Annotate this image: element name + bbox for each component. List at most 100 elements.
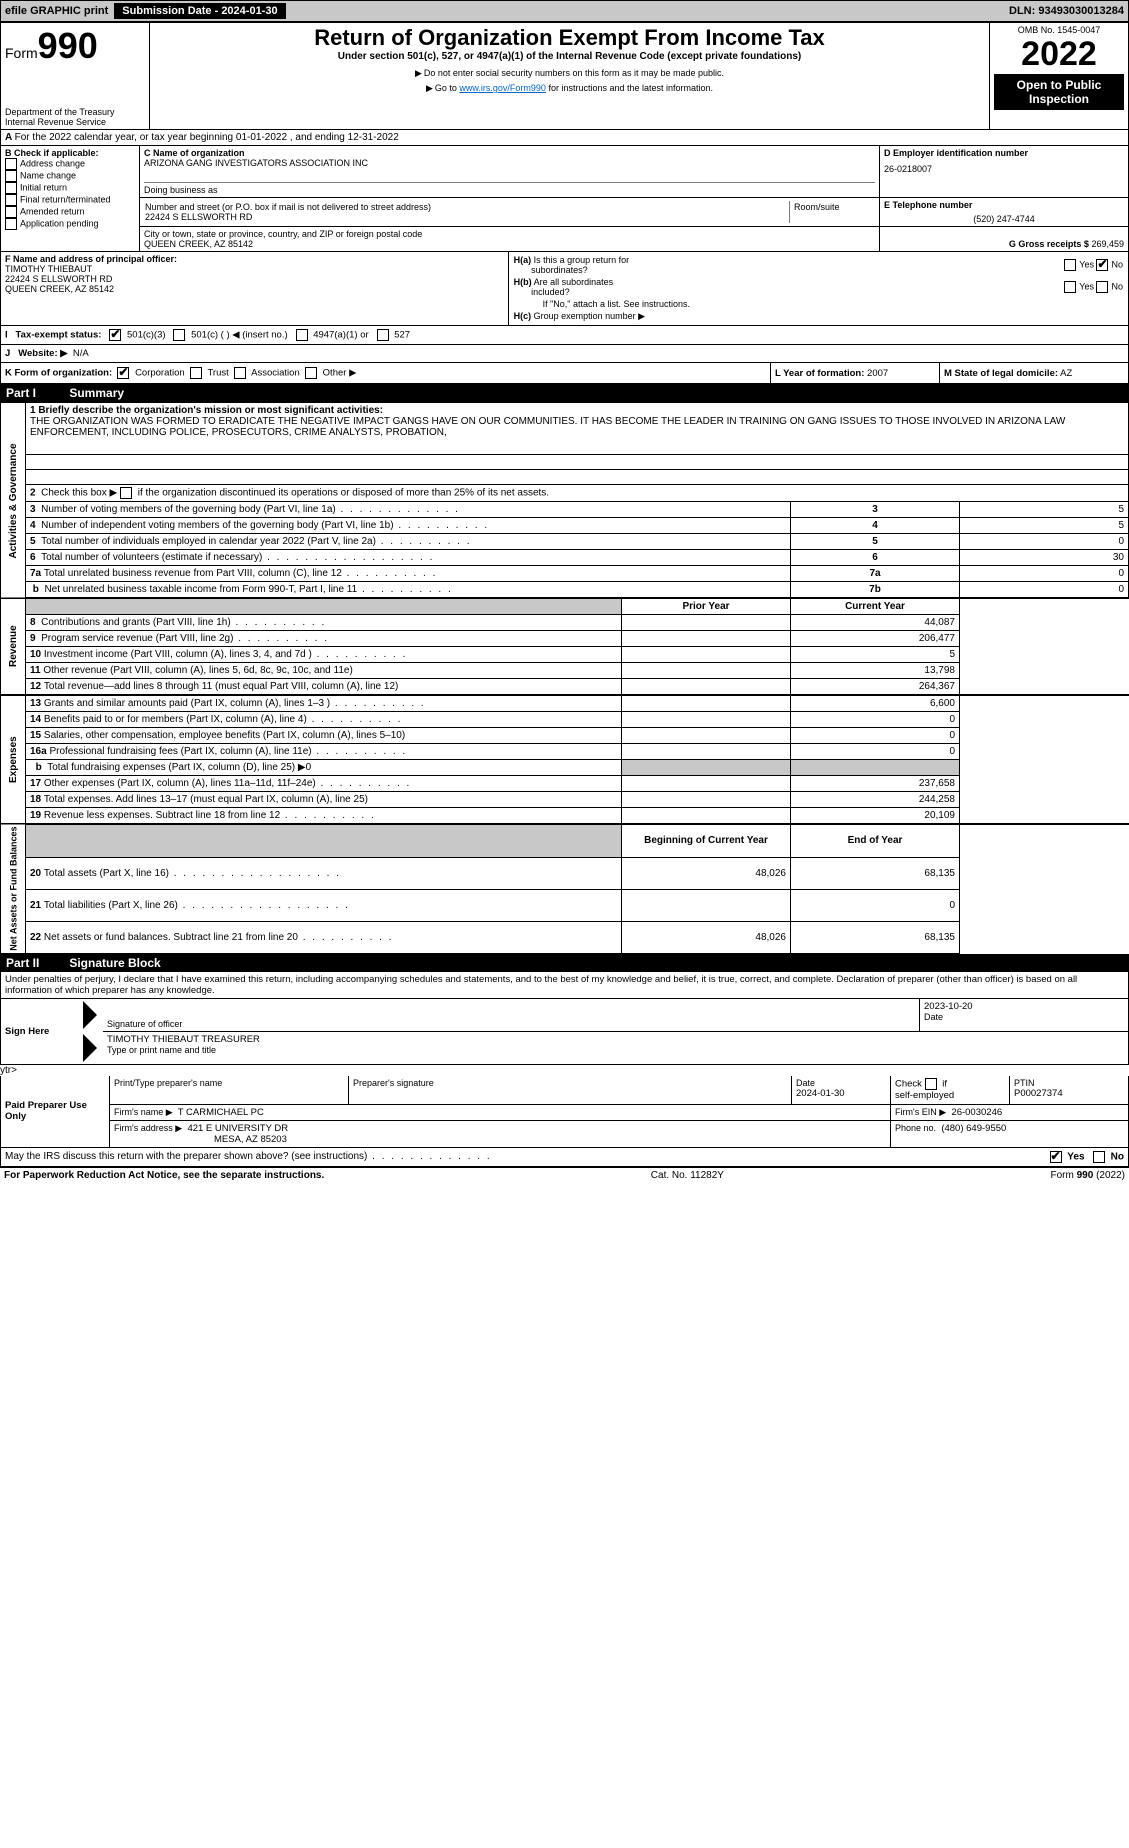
irs-link[interactable]: www.irs.gov/Form990 — [459, 83, 546, 93]
firm-addr1: 421 E UNIVERSITY DR — [187, 1123, 288, 1134]
hb-label: H(b) Are all subordinates included? — [513, 276, 916, 298]
sign-arrow-icon-2 — [83, 1034, 97, 1062]
part1-label: Part I — [6, 386, 66, 400]
sig-date-label: Date — [924, 1012, 1124, 1022]
col-end-year: End of Year — [791, 824, 960, 857]
status-website-block: I Tax-exempt status: 501(c)(3) 501(c) ( … — [0, 326, 1129, 363]
box-d-title: D Employer identification number — [884, 148, 1124, 158]
identification-block: B Check if applicable: Address change Na… — [0, 146, 1129, 252]
officer-addr1: 22424 S ELLSWORTH RD — [5, 274, 504, 284]
form-header-table: Form990 Department of the Treasury Inter… — [0, 22, 1129, 130]
penalty-text: Under penalties of perjury, I declare th… — [0, 972, 1129, 999]
discuss-row: May the IRS discuss this return with the… — [0, 1148, 1129, 1167]
hb-note: If "No," attach a list. See instructions… — [513, 298, 1124, 310]
chk-trust[interactable] — [190, 367, 202, 379]
chk-4947[interactable] — [296, 329, 308, 341]
box-k-title: K Form of organization: — [5, 368, 112, 379]
type-name-label: Type or print name and title — [107, 1045, 1124, 1055]
row-7b: b Net unrelated business taxable income … — [1, 582, 1129, 599]
chk-initial-return[interactable]: Initial return — [5, 182, 135, 194]
dept-treasury: Department of the Treasury — [5, 107, 145, 117]
sign-here-label: Sign Here — [1, 999, 80, 1064]
row-21: 21 Total liabilities (Part X, line 26)0 — [1, 889, 1129, 921]
submission-date-button[interactable]: Submission Date - 2024-01-30 — [114, 3, 285, 19]
row-12: 12 Total revenue—add lines 8 through 11 … — [1, 679, 1129, 696]
chk-amended-return[interactable]: Amended return — [5, 206, 135, 218]
chk-discontinued[interactable] — [120, 487, 132, 499]
firm-addr-label: Firm's address ▶ — [114, 1123, 182, 1133]
ha-yes-checkbox[interactable] — [1064, 259, 1076, 271]
org-name: ARIZONA GANG INVESTIGATORS ASSOCIATION I… — [144, 158, 875, 168]
discuss-no-checkbox[interactable] — [1093, 1151, 1105, 1163]
chk-name-change[interactable]: Name change — [5, 170, 135, 182]
firm-name-value: T CARMICHAEL PC — [178, 1107, 264, 1118]
tax-year: 2022 — [994, 35, 1124, 74]
state-domicile: AZ — [1060, 368, 1072, 379]
city-label: City or town, state or province, country… — [144, 229, 875, 239]
col-prior-year: Prior Year — [622, 598, 791, 615]
sign-arrow-icon — [83, 1001, 97, 1029]
officer-group-block: F Name and address of principal officer:… — [0, 252, 1129, 326]
chk-527[interactable] — [377, 329, 389, 341]
chk-501c3[interactable] — [109, 329, 121, 341]
col-current-year: Current Year — [791, 598, 960, 615]
box-g-title: G Gross receipts $ — [1009, 239, 1089, 249]
box-f-title: F Name and address of principal officer: — [5, 254, 504, 264]
row-5: 5 Total number of individuals employed i… — [1, 534, 1129, 550]
sig-officer-label: Signature of officer — [107, 1019, 915, 1029]
chk-self-employed[interactable] — [925, 1078, 937, 1090]
hb-yes-checkbox[interactable] — [1064, 281, 1076, 293]
row-7a: 7a Total unrelated business revenue from… — [1, 566, 1129, 582]
firm-ein-value: 26-0030246 — [951, 1107, 1002, 1118]
footer-mid: Cat. No. 11282Y — [651, 1170, 724, 1181]
row-3: 3 Number of voting members of the govern… — [1, 502, 1129, 518]
officer-name: TIMOTHY THIEBAUT — [5, 264, 504, 274]
website-note: Go to www.irs.gov/Form990 for instructio… — [154, 83, 985, 94]
open-public-badge: Open to Public Inspection — [994, 74, 1124, 110]
dept-irs: Internal Revenue Service — [5, 117, 145, 127]
firm-name-label: Firm's name ▶ — [114, 1107, 173, 1117]
row-11: 11 Other revenue (Part VIII, column (A),… — [1, 663, 1129, 679]
tax-period-line: A For the 2022 calendar year, or tax yea… — [0, 130, 1129, 146]
ptin-label: PTIN — [1014, 1078, 1124, 1088]
officer-addr2: QUEEN CREEK, AZ 85142 — [5, 284, 504, 294]
city-value: QUEEN CREEK, AZ 85142 — [144, 239, 875, 249]
form-title: Return of Organization Exempt From Incom… — [154, 25, 985, 51]
firm-addr2: MESA, AZ 85203 — [214, 1134, 287, 1145]
chk-final-return[interactable]: Final return/terminated — [5, 194, 135, 206]
box-e-title: E Telephone number — [884, 200, 1124, 210]
firm-phone-label: Phone no. — [895, 1123, 936, 1133]
row-19: 19 Revenue less expenses. Subtract line … — [1, 808, 1129, 825]
footer-left: For Paperwork Reduction Act Notice, see … — [4, 1170, 324, 1181]
page-footer: For Paperwork Reduction Act Notice, see … — [0, 1167, 1129, 1183]
chk-application-pending[interactable]: Application pending — [5, 218, 135, 230]
phone-value: (520) 247-4744 — [884, 214, 1124, 224]
efile-top-bar: efile GRAPHIC print Submission Date - 20… — [0, 0, 1129, 22]
footer-right: Form 990 (2022) — [1051, 1170, 1125, 1181]
row-16a: 16a Professional fundraising fees (Part … — [1, 744, 1129, 760]
box-c-title: C Name of organization — [144, 148, 875, 158]
box-m-title: M State of legal domicile: — [944, 368, 1058, 379]
vlabel-revenue: Revenue — [1, 598, 26, 695]
ha-label: H(a) Is this a group return for subordin… — [513, 254, 916, 276]
prep-date-value: 2024-01-30 — [796, 1088, 886, 1099]
chk-address-change[interactable]: Address change — [5, 158, 135, 170]
chk-association[interactable] — [234, 367, 246, 379]
discuss-yes-checkbox[interactable] — [1050, 1151, 1062, 1163]
hc-label: H(c) Group exemption number ▶ — [513, 310, 1124, 323]
chk-corporation[interactable] — [117, 367, 129, 379]
box-i-title: I Tax-exempt status: — [5, 330, 101, 341]
paid-preparer-block: Paid Preparer Use Only Print/Type prepar… — [0, 1076, 1129, 1148]
hb-no-checkbox[interactable] — [1096, 281, 1108, 293]
chk-other[interactable] — [305, 367, 317, 379]
part2-label: Part II — [6, 956, 66, 970]
dba-label: Doing business as — [144, 182, 875, 195]
chk-501c[interactable] — [173, 329, 185, 341]
year-formation: 2007 — [867, 368, 888, 379]
part1-title: Summary — [69, 386, 124, 400]
row-20: 20 Total assets (Part X, line 16)48,0266… — [1, 857, 1129, 889]
ptin-value: P00027374 — [1014, 1088, 1124, 1099]
part2-header: Part II Signature Block — [0, 954, 1129, 972]
row-18: 18 Total expenses. Add lines 13–17 (must… — [1, 792, 1129, 808]
ha-no-checkbox[interactable] — [1096, 259, 1108, 271]
